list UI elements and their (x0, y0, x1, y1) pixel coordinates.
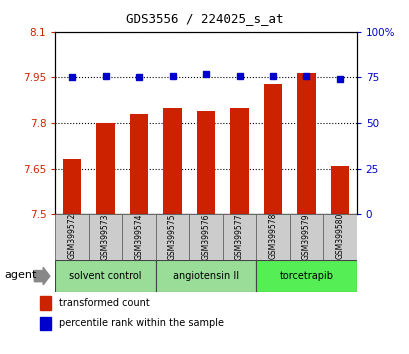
Bar (63, 160, 81, 214)
Text: GSM399575: GSM399575 (168, 213, 177, 259)
Bar (189, 214, 222, 260)
Bar (96, 123, 115, 214)
Bar (297, 73, 315, 214)
Text: GSM399580: GSM399580 (335, 213, 344, 259)
FancyArrow shape (34, 267, 50, 285)
Bar (40, 296, 51, 310)
Bar (256, 260, 356, 292)
Text: percentile rank within the sample: percentile rank within the sample (58, 319, 223, 329)
Bar (256, 214, 289, 260)
Bar (55, 260, 155, 292)
Text: angiotensin II: angiotensin II (173, 271, 238, 281)
Text: transformed count: transformed count (58, 298, 149, 308)
Bar (40, 317, 51, 330)
Text: GSM399574: GSM399574 (134, 213, 143, 259)
Bar (322, 214, 356, 260)
Text: GSM399573: GSM399573 (101, 213, 110, 259)
Text: GSM399572: GSM399572 (67, 213, 76, 259)
Text: GSM399576: GSM399576 (201, 213, 210, 259)
Bar (330, 166, 348, 214)
Text: GDS3556 / 224025_s_at: GDS3556 / 224025_s_at (126, 12, 283, 25)
Bar (289, 214, 322, 260)
Bar (155, 214, 189, 260)
Text: agent: agent (4, 269, 37, 280)
Bar (263, 84, 281, 214)
Bar (222, 214, 256, 260)
Bar (130, 114, 148, 214)
Bar (89, 214, 122, 260)
Bar (196, 111, 215, 214)
Bar (55, 214, 89, 260)
Bar (230, 108, 248, 214)
Bar (163, 108, 181, 214)
Bar (122, 214, 155, 260)
Text: torcetrapib: torcetrapib (279, 271, 333, 281)
Text: GSM399579: GSM399579 (301, 213, 310, 259)
Text: GSM399578: GSM399578 (268, 213, 277, 259)
Text: solvent control: solvent control (69, 271, 142, 281)
Bar (155, 260, 256, 292)
Text: GSM399577: GSM399577 (234, 213, 243, 259)
